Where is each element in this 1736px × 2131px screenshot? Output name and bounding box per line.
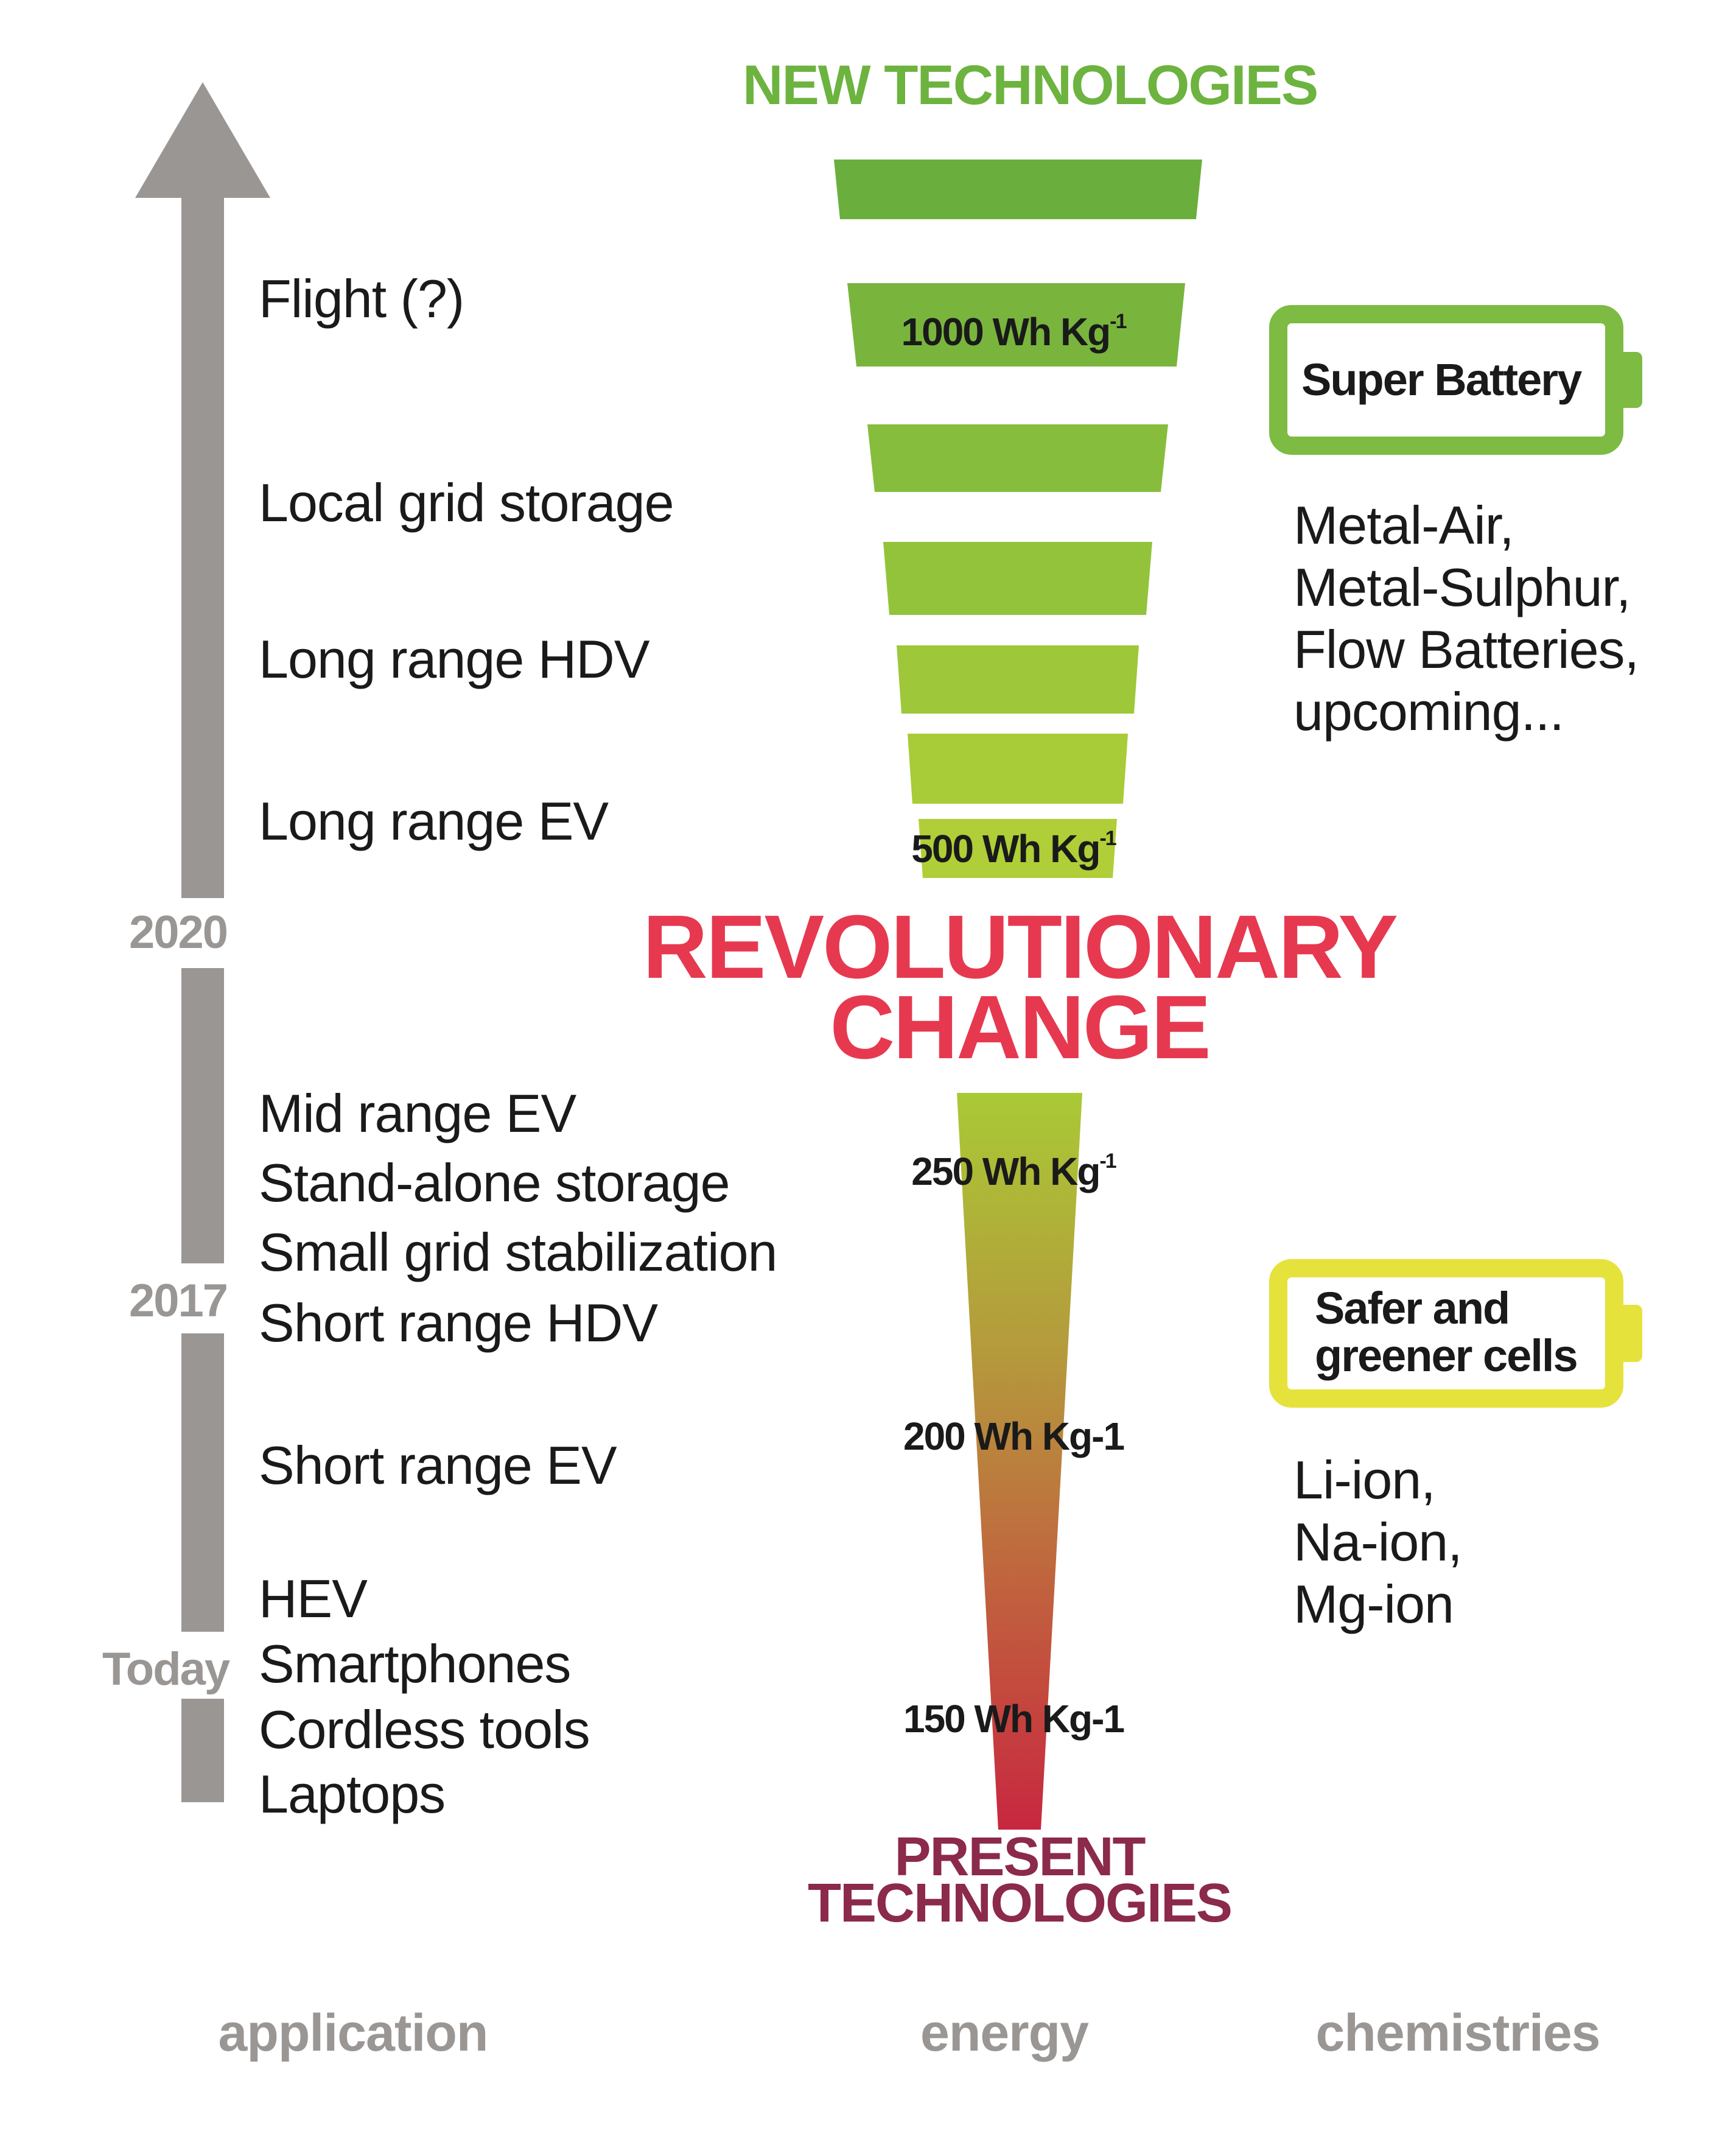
app-long-ev: Long range EV xyxy=(259,791,609,851)
year-2017: 2017 xyxy=(129,1275,228,1327)
footer-energy: energy xyxy=(920,2004,1089,2062)
energy-label-1000: 1000 Wh Kg-1 xyxy=(867,309,1160,354)
chemistry-flow-batteries: Flow Batteries, xyxy=(1293,619,1639,679)
app-local-grid: Local grid storage xyxy=(259,472,674,533)
app-long-hdv: Long range HDV xyxy=(259,629,650,689)
chemistry-li-ion: Li-ion, xyxy=(1293,1450,1436,1510)
energy-band-7 xyxy=(919,819,1117,878)
super-battery-terminal xyxy=(1612,352,1642,408)
energy-1000-value: 1000 Wh Kg xyxy=(901,310,1111,354)
energy-label-500: 500 Wh Kg-1 xyxy=(867,826,1160,871)
app-laptops: Laptops xyxy=(259,1764,446,1824)
year-today: Today xyxy=(102,1643,230,1695)
chemistry-mg-ion: Mg-ion xyxy=(1293,1574,1454,1634)
energy-500-value: 500 Wh Kg xyxy=(911,827,1101,871)
footer-application: application xyxy=(218,2004,489,2062)
app-short-ev: Short range EV xyxy=(259,1435,617,1495)
present-technologies-title: PRESENT TECHNOLOGIES xyxy=(715,1827,1324,1934)
energy-band-3 xyxy=(867,424,1168,492)
app-short-hdv: Short range HDV xyxy=(259,1293,658,1353)
timeline-segment-2020-2017 xyxy=(181,968,224,1263)
app-cordless-tools: Cordless tools xyxy=(259,1699,590,1760)
app-standalone-storage: Stand-alone storage xyxy=(259,1153,730,1213)
super-battery-label: Super Battery xyxy=(1301,354,1582,405)
app-smartphones: Smartphones xyxy=(259,1634,571,1694)
timeline-segment-top xyxy=(181,195,224,898)
chemistry-metal-sulphur: Metal-Sulphur, xyxy=(1293,557,1631,617)
energy-250-value: 250 Wh Kg xyxy=(911,1150,1101,1193)
app-small-grid: Small grid stabilization xyxy=(259,1222,777,1282)
timeline-arrowhead xyxy=(135,82,270,198)
energy-band-2 xyxy=(847,283,1185,367)
change-line: CHANGE xyxy=(830,977,1211,1078)
footer-chemistries: chemistries xyxy=(1315,2004,1600,2062)
app-flight: Flight (?) xyxy=(259,269,464,329)
energy-gradient-funnel xyxy=(957,1093,1082,1830)
energy-1000-exponent: -1 xyxy=(1110,310,1127,333)
safer-battery-terminal xyxy=(1612,1305,1642,1362)
energy-band-1 xyxy=(834,160,1202,219)
app-mid-ev: Mid range EV xyxy=(259,1083,576,1143)
present-line: PRESENT xyxy=(894,1827,1146,1887)
energy-label-200: 200 Wh Kg-1 xyxy=(903,1414,1125,1458)
safer-battery-label: Safer and greener cells xyxy=(1315,1283,1578,1381)
timeline-segment-bottom xyxy=(181,1699,224,1802)
energy-500-exponent: -1 xyxy=(1099,827,1116,850)
energy-band-4 xyxy=(883,542,1152,615)
chemistry-upcoming: upcoming... xyxy=(1293,681,1564,742)
chemistry-metal-air: Metal-Air, xyxy=(1293,495,1514,555)
new-technologies-title: NEW TECHNOLOGIES xyxy=(743,54,1318,116)
energy-band-5 xyxy=(897,645,1139,714)
revolutionary-change-title: REVOLUTIONARY CHANGE xyxy=(624,897,1415,1078)
future-chemistries-list: Metal-Air, Metal-Sulphur, Flow Batteries… xyxy=(1293,494,1639,743)
energy-label-150: 150 Wh Kg-1 xyxy=(903,1697,1125,1741)
chemistry-na-ion: Na-ion, xyxy=(1293,1512,1463,1572)
app-hev: HEV xyxy=(259,1568,368,1629)
energy-band-6 xyxy=(908,734,1128,804)
year-2020: 2020 xyxy=(129,907,228,958)
present-chemistries-list: Li-ion, Na-ion, Mg-ion xyxy=(1293,1449,1463,1635)
energy-label-250: 250 Wh Kg-1 xyxy=(867,1149,1160,1194)
timeline-segment-2017-today xyxy=(181,1333,224,1632)
energy-250-exponent: -1 xyxy=(1099,1150,1116,1173)
revolutionary-line: REVOLUTIONARY xyxy=(642,897,1398,997)
technologies-line: TECHNOLOGIES xyxy=(807,1873,1233,1934)
